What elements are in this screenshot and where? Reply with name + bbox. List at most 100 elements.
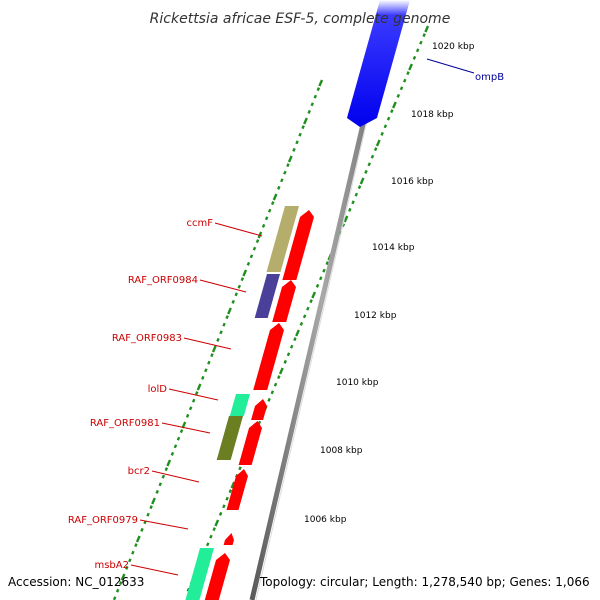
gene-label-msbA2: msbA2 <box>94 560 129 571</box>
gene-label-ompB: ompB <box>475 72 504 83</box>
tick-mark <box>316 87 321 92</box>
tick-mark <box>396 93 401 98</box>
leader-line <box>151 470 200 483</box>
tick-mark <box>283 170 287 175</box>
tick-mark <box>298 132 302 137</box>
tick-mark <box>380 131 384 136</box>
tick-mark <box>170 451 175 456</box>
tick-mark <box>234 292 238 297</box>
topology-text: Topology: circular; Length: 1,278,540 bp… <box>260 575 590 589</box>
tick-mark <box>319 276 323 281</box>
tick-mark <box>204 368 208 373</box>
leader-line <box>161 422 211 434</box>
tick-mark <box>303 117 308 125</box>
tick-mark <box>128 558 132 563</box>
tick-label: 1016 kbp <box>391 177 434 187</box>
tick-mark <box>322 268 326 273</box>
tick-mark <box>357 185 362 190</box>
tick-mark <box>307 109 311 114</box>
tick-mark <box>359 177 365 185</box>
tick-mark <box>351 200 355 205</box>
tick-mark <box>151 497 156 505</box>
tick-mark <box>399 86 404 91</box>
tick-mark <box>415 48 420 53</box>
tick-label: 1010 kbp <box>336 378 379 388</box>
gene-label-lolD: lolD <box>148 384 168 395</box>
tick-mark <box>222 322 226 327</box>
feature-lolD <box>251 399 267 420</box>
outer-tick-ring <box>186 25 430 592</box>
tick-mark <box>277 185 281 190</box>
tick-mark <box>280 178 284 183</box>
tick-mark <box>173 444 178 449</box>
feature-block-khaki <box>266 206 299 272</box>
tick-mark <box>412 55 417 60</box>
tick-mark <box>219 330 223 335</box>
tick-mark <box>419 40 423 45</box>
tick-mark <box>237 284 242 289</box>
tick-mark <box>408 63 413 71</box>
tick-mark <box>373 147 378 152</box>
tick-mark <box>292 147 296 152</box>
tick-mark <box>318 79 324 87</box>
feature-bcr2 <box>226 469 248 510</box>
tick-mark <box>131 550 135 555</box>
tick-mark <box>164 467 169 472</box>
tick-mark <box>270 390 275 395</box>
tick-label: 1020 kbp <box>432 42 475 52</box>
feature-RAF_ORF0979 <box>223 533 234 545</box>
tick-mark <box>118 581 123 586</box>
tick-mark <box>225 496 229 501</box>
tick-mark <box>227 307 232 315</box>
tick-mark <box>367 162 371 167</box>
tick-mark <box>370 154 375 159</box>
tick-label: 1018 kbp <box>411 110 454 120</box>
gene-label-ccmF: ccmF <box>187 218 214 229</box>
feature-block-aqua <box>229 394 250 416</box>
gene-labels: ompB ccmF RAF_ORF0984 RAF_ORF0983 lolD RAF_OR… <box>68 58 504 576</box>
leader-line <box>139 519 189 530</box>
tick-mark <box>140 527 144 532</box>
tick-mark <box>278 367 284 375</box>
tick-mark <box>301 125 305 130</box>
tick-mark <box>383 124 388 129</box>
tick-mark <box>289 344 294 349</box>
tick-mark <box>252 246 257 251</box>
tick-mark <box>325 261 329 266</box>
tick-mark <box>120 573 126 581</box>
tick-mark <box>196 383 202 391</box>
tick-mark <box>261 223 266 228</box>
tick-mark <box>422 33 426 38</box>
feature-track <box>185 0 410 600</box>
tick-mark <box>295 140 299 145</box>
tick-mark <box>176 436 181 441</box>
tick-mark <box>313 94 318 99</box>
tick-label: 1008 kbp <box>320 446 363 456</box>
leader-line <box>199 279 247 293</box>
feature-RAF_ORF0981 <box>238 421 262 465</box>
feature-ompB <box>346 0 410 127</box>
gene-label-RAF_ORF0981: RAF_ORF0981 <box>90 418 160 429</box>
tick-mark <box>255 239 260 244</box>
map-title: Rickettsia africae ESF-5, complete genom… <box>150 11 451 27</box>
tick-mark <box>209 534 213 539</box>
tick-mark <box>315 283 320 288</box>
tick-label: 1006 kbp <box>304 515 347 525</box>
tick-mark <box>201 375 205 380</box>
tick-mark <box>286 163 290 168</box>
tick-mark <box>267 397 271 402</box>
tick-mark <box>287 155 293 163</box>
tick-mark <box>112 596 117 600</box>
feature-block-slate <box>254 274 280 318</box>
leader-line <box>426 58 475 74</box>
tick-mark <box>185 413 190 418</box>
tick-mark <box>390 109 394 114</box>
tick-mark <box>286 352 291 357</box>
tick-mark <box>293 337 297 342</box>
tick-mark <box>179 429 184 434</box>
tick-mark <box>249 254 254 259</box>
tick-label: 1014 kbp <box>372 243 415 253</box>
accession-text: Accession: NC_012633 <box>8 575 145 589</box>
gene-label-RAF_ORF0979: RAF_ORF0979 <box>68 515 138 526</box>
